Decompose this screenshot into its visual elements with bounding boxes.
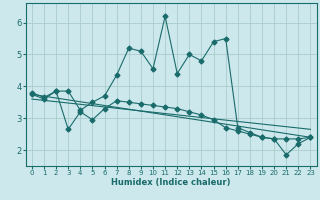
X-axis label: Humidex (Indice chaleur): Humidex (Indice chaleur): [111, 178, 231, 187]
